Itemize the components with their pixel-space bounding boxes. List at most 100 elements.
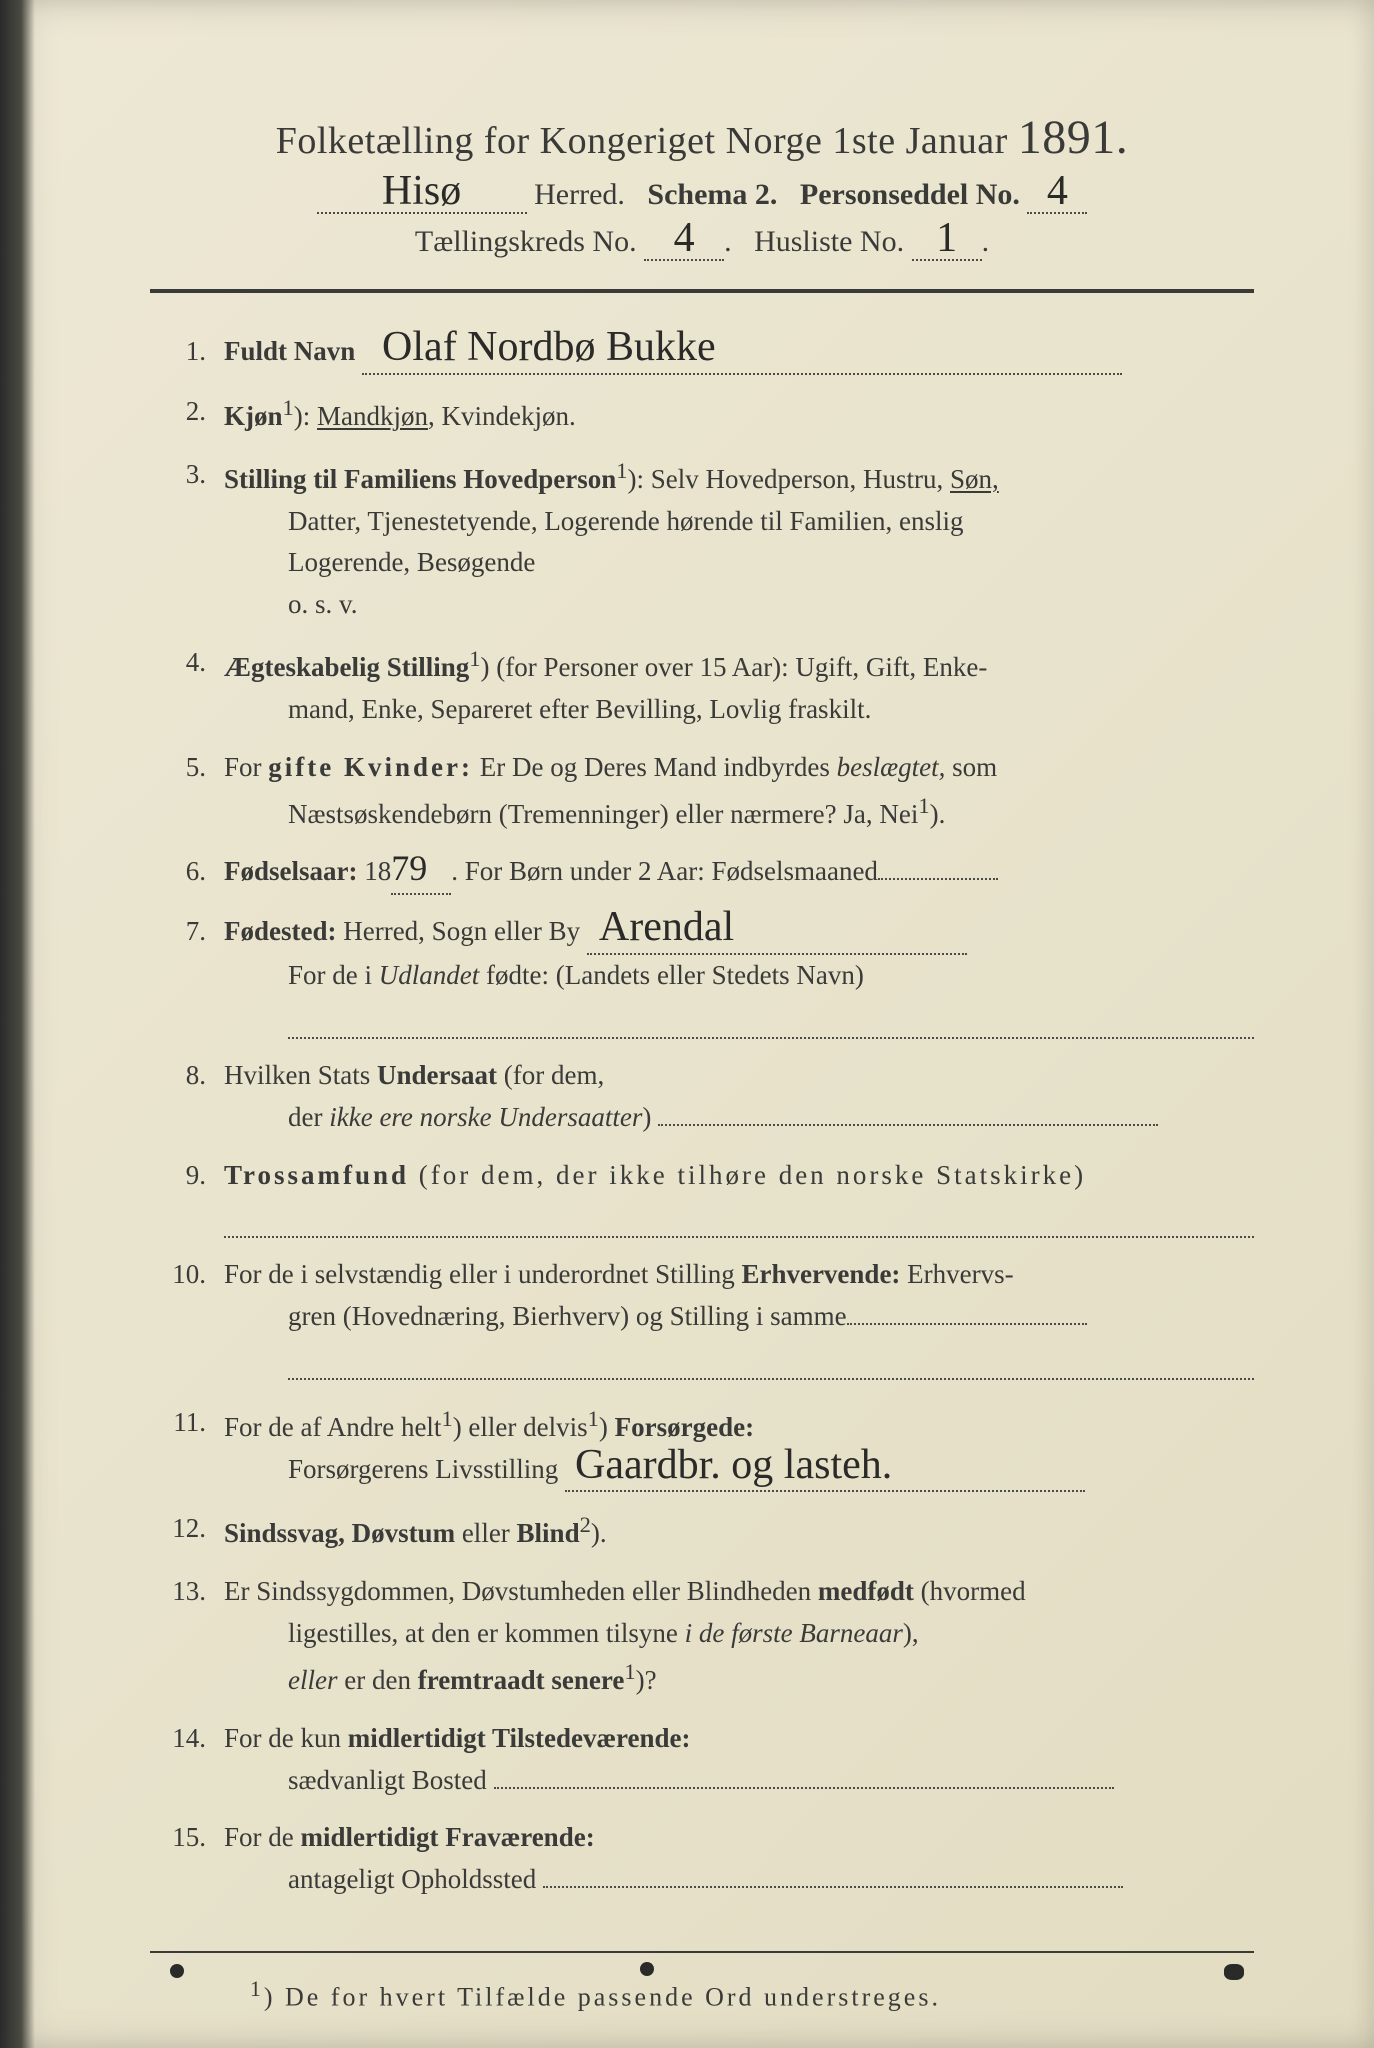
item-12: 12. Sindssvag, Døvstum eller Blind2). [160, 1508, 1254, 1555]
blank-line [288, 1338, 1254, 1380]
opts-line3: Logerende, Besøgende [224, 542, 535, 584]
item-11: 11. For de af Andre helt1) eller delvis1… [160, 1402, 1254, 1493]
opt-kvindekjon: Kvindekjøn. [442, 401, 576, 431]
title-year: 1891. [1018, 111, 1129, 164]
year-field: 79 [391, 851, 451, 895]
line2: antageligt Opholdssted [224, 1859, 536, 1901]
husliste-value: 1 [936, 222, 957, 256]
text1: For de af Andre helt [224, 1412, 441, 1442]
year-value: 79 [391, 854, 427, 883]
item-num: 3. [160, 454, 224, 496]
name-value: Olaf Nordbø Bukke [362, 331, 716, 365]
item-num: 1. [160, 331, 224, 373]
text1: For de i selvstændig eller i underordnet… [224, 1259, 741, 1289]
tail: ). [591, 1518, 607, 1548]
text2: gren (Hovednæring, Bierhverv) og Stillin… [224, 1296, 847, 1338]
text2a: ligestilles, at den er kommen tilsyne [288, 1618, 685, 1648]
item-num: 9. [160, 1155, 224, 1197]
item-num: 11. [160, 1402, 224, 1444]
em: ikke ere norske Undersaatter [329, 1102, 642, 1132]
text2b: ) [642, 1102, 651, 1132]
kreds-label: Tællingskreds No. [415, 225, 637, 258]
item-body: For de kun midlertidigt Tilstedeværende:… [224, 1718, 1254, 1802]
blank-line [224, 1196, 1254, 1238]
sup2: 1 [588, 1406, 599, 1431]
item-body: Fuldt Navn Olaf Nordbø Bukke [224, 331, 1254, 375]
herred-line: Hisø Herred. Schema 2. Personseddel No. … [150, 175, 1254, 214]
blank [658, 1099, 1158, 1126]
line2: der ikke ere norske Undersaatter) [224, 1097, 1158, 1139]
blank [543, 1861, 1123, 1888]
tail: ). [930, 799, 946, 829]
sep: , [428, 401, 442, 431]
ink-spot-icon [170, 1964, 184, 1978]
item-5: 5. For gifte Kvinder: Er De og Deres Man… [160, 747, 1254, 836]
item-13: 13. Er Sindssygdommen, Døvstumheden elle… [160, 1571, 1254, 1702]
text2: mand, Enke, Separeret efter Bevilling, L… [224, 689, 871, 731]
husliste-field: 1 [912, 222, 982, 261]
item-num: 4. [160, 642, 224, 684]
line2: sædvanligt Bosted [224, 1760, 487, 1802]
text2b: ), [903, 1618, 919, 1648]
footnote-rule [150, 1951, 1254, 1953]
mid: . For Børn under 2 Aar: Fødselsmaaned [451, 856, 878, 886]
text1: Hvilken Stats [224, 1060, 377, 1090]
sup1: 1 [441, 1406, 452, 1431]
footnote: 1) De for hvert Tilfælde passende Ord un… [150, 1977, 1254, 2013]
herred-label: Herred. [534, 178, 625, 211]
sup: 1 [616, 458, 627, 483]
item-15: 15. For de midlertidigt Fraværende: anta… [160, 1817, 1254, 1901]
sup: 1 [283, 395, 294, 420]
selected-mandkjon: Mandkjøn [317, 401, 428, 431]
forsorger-field: Gaardbr. og lasteh. [565, 1449, 1085, 1493]
line2: Forsørgerens Livsstilling [224, 1449, 558, 1491]
text1b: (for dem, [497, 1060, 604, 1090]
em-eller: eller [288, 1665, 337, 1695]
item-2: 2. Kjøn1): Mandkjøn, Kvindekjøn. [160, 391, 1254, 438]
item-6: 6. Fødselsaar: 1879. For Børn under 2 Aa… [160, 851, 1254, 895]
bold-medfodt: medfødt [818, 1576, 914, 1606]
mid: eller [455, 1518, 516, 1548]
item-num: 13. [160, 1571, 224, 1613]
sup: 1 [918, 793, 929, 818]
bold-fremtraadt: fremtraadt senere [418, 1665, 625, 1695]
husliste-label: Husliste No. [754, 225, 904, 258]
sup: 2 [580, 1512, 591, 1537]
form-title: Folketælling for Kongeriget Norge 1ste J… [150, 110, 1254, 165]
em-beslaegtet: beslægtet, [837, 752, 946, 782]
bold-blind: Blind [517, 1518, 580, 1548]
item-body: Er Sindssygdommen, Døvstumheden eller Bl… [224, 1571, 1254, 1702]
item-body: For gifte Kvinder: Er De og Deres Mand i… [224, 747, 1254, 836]
label-kjon: Kjøn [224, 401, 283, 431]
blank [847, 1298, 1087, 1325]
for: For [224, 752, 268, 782]
opts-line4: o. s. v. [224, 584, 358, 626]
herred-field: Hisø [317, 175, 527, 214]
item-num: 15. [160, 1817, 224, 1859]
item-num: 6. [160, 851, 224, 893]
item-body: Sindssvag, Døvstum eller Blind2). [224, 1508, 1254, 1555]
opts-line1: Selv Hovedperson, Hustru, [651, 464, 950, 494]
form-items: 1. Fuldt Navn Olaf Nordbø Bukke 2. Kjøn1… [150, 331, 1254, 1901]
blank-line [288, 997, 1254, 1039]
personseddel-field: 4 [1027, 175, 1087, 214]
label-fodselsaar: Fødselsaar: [224, 856, 357, 886]
text1: For de [224, 1822, 301, 1852]
em-barneaar: i de første Barneaar [685, 1618, 903, 1648]
bold-tilstede: midlertidigt Tilstedeværende: [348, 1723, 691, 1753]
sup: 1 [624, 1659, 635, 1684]
form-header: Folketælling for Kongeriget Norge 1ste J… [150, 110, 1254, 261]
kreds-field: 4 [644, 222, 724, 261]
sup: 1 [469, 646, 480, 671]
text1: ) (for Personer over 15 Aar): Ugift, Gif… [481, 652, 988, 682]
name-field: Olaf Nordbø Bukke [362, 331, 1122, 375]
text1b: Erhvervs- [900, 1259, 1013, 1289]
kreds-value: 4 [674, 222, 695, 256]
text1: Herred, Sogn eller By [336, 916, 580, 946]
em-udlandet: Udlandet [379, 960, 480, 990]
label-trossamfund: Trossamfund [224, 1160, 409, 1190]
close: ) [599, 1412, 615, 1442]
mid: ) eller delvis [453, 1412, 588, 1442]
item-body: Ægteskabelig Stilling1) (for Personer ov… [224, 642, 1254, 731]
census-form-page: Folketælling for Kongeriget Norge 1ste J… [0, 0, 1374, 2048]
